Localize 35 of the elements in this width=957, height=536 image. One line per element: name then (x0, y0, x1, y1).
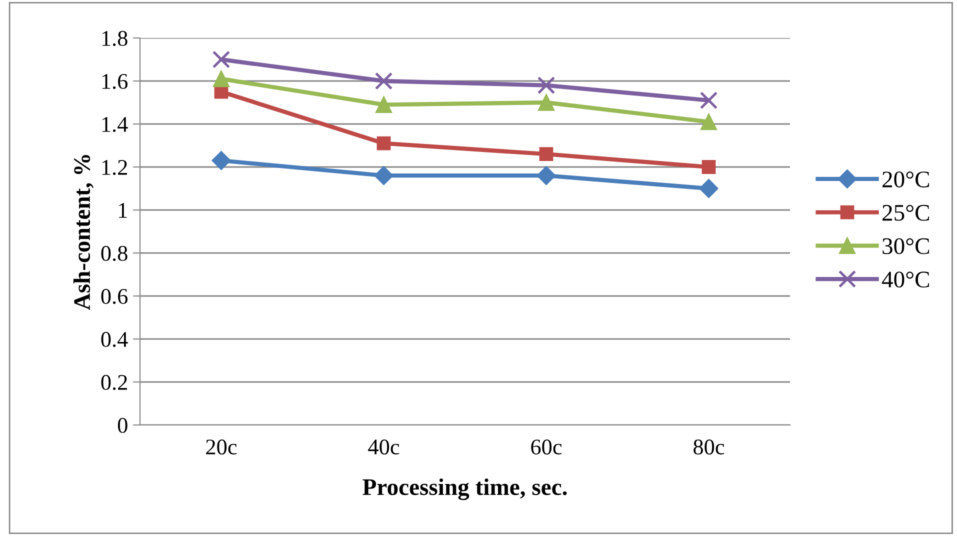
point (539, 147, 554, 162)
point (536, 166, 556, 186)
point (374, 166, 394, 186)
legend-label: 25°C (882, 204, 929, 221)
point (375, 96, 392, 113)
point (374, 72, 393, 90)
y-tick-label: 0.8 (101, 246, 128, 262)
legend-label: 30°C (882, 238, 929, 254)
point (700, 114, 718, 130)
point (699, 178, 718, 198)
y-tick-label: 0 (118, 418, 128, 433)
point (212, 50, 230, 68)
y-axis-title: Ash-content, % (73, 155, 94, 310)
y-tick-label: 0.4 (101, 332, 128, 348)
y-tick-label: 1.6 (102, 74, 128, 90)
y-tick-label: 1.4 (102, 117, 128, 132)
point (702, 160, 716, 174)
point (376, 136, 391, 150)
point (537, 76, 556, 94)
y-tick-label: 0.6 (101, 288, 128, 304)
x-tick-label: 40c (368, 440, 400, 455)
point (700, 91, 718, 110)
x-tick-label: 20c (206, 440, 237, 455)
x-tick-label: 80c (694, 440, 724, 455)
point (212, 70, 230, 88)
x-axis-title: Processing time, sec. (362, 478, 567, 500)
x-tick-label: 60c (531, 440, 562, 455)
point (212, 151, 231, 170)
y-tick-label: 0.2 (101, 374, 127, 390)
y-tick-label: 1.8 (102, 30, 128, 46)
legend-label: 20°C (882, 172, 929, 188)
point (538, 94, 555, 111)
y-tick-label: 1.2 (102, 160, 127, 176)
legend-label: 40°C (882, 272, 929, 288)
y-tick-label: 1 (119, 203, 127, 218)
